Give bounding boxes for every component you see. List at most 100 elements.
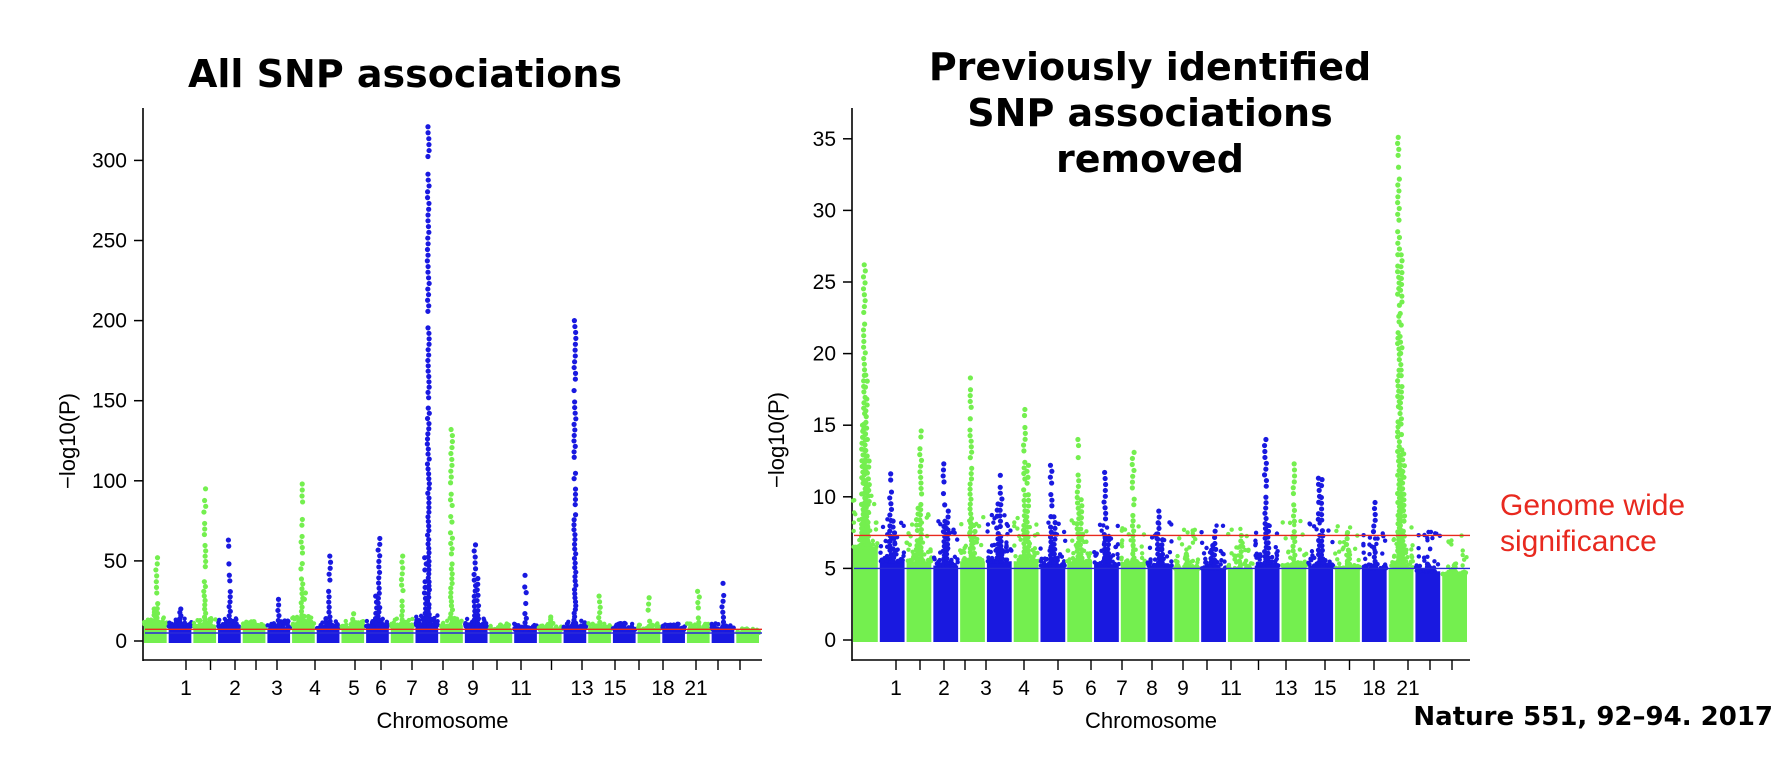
snp-point [985, 529, 990, 534]
snp-peak-point [997, 523, 1003, 530]
snp-peak-point [1051, 514, 1057, 520]
snp-point [1366, 562, 1371, 567]
snp-peak-point [1021, 497, 1027, 504]
snp-peak-point [571, 454, 577, 460]
snp-point [954, 537, 960, 542]
snp-peak-point [861, 333, 867, 339]
snp-point [1311, 524, 1317, 529]
snp-peak-point [154, 555, 161, 561]
snp-peak-point [865, 519, 871, 525]
snp-peak-point [425, 490, 431, 496]
snp-peak-point [1395, 240, 1401, 246]
snp-peak-point [1025, 497, 1032, 503]
snp-peak-point [448, 450, 454, 457]
chromosome-block-18 [1306, 475, 1336, 642]
snp-peak-point [298, 576, 305, 582]
snp-peak-point [1021, 448, 1027, 454]
snp-point [1015, 515, 1020, 521]
snp-peak-point [1105, 541, 1112, 548]
snp-peak-point [475, 612, 481, 618]
snp-point [482, 618, 487, 623]
snp-peak-point [425, 405, 431, 411]
snp-point [1034, 522, 1039, 527]
snp-peak-point [399, 582, 405, 588]
snp-point [294, 614, 300, 620]
snp-peak-point [227, 599, 233, 605]
snp-peak-point [967, 529, 973, 535]
snp-peak-point [888, 506, 895, 513]
snp-peak-point [426, 147, 432, 154]
snp-point [895, 547, 900, 552]
snp-peak-point [299, 522, 305, 528]
snp-peak-point [1237, 562, 1244, 568]
snp-peak-point [1399, 345, 1405, 351]
snp-point [290, 615, 295, 621]
snp-peak-point [425, 223, 432, 230]
snp-peak-point [1074, 548, 1080, 554]
snp-peak-point [425, 212, 431, 218]
snp-peak-point [943, 551, 950, 557]
snp-point [1427, 546, 1433, 551]
snp-point [1283, 563, 1288, 568]
snp-peak-point [645, 601, 652, 607]
snp-peak-point [154, 561, 160, 567]
snp-peak-point [425, 518, 431, 525]
snp-point [1136, 524, 1141, 529]
snp-peak-point [424, 441, 430, 447]
snp-peak-point [864, 425, 870, 431]
snp-peak-point [399, 612, 405, 619]
snp-peak-point [1394, 269, 1401, 275]
snp-point [236, 624, 242, 629]
snp-peak-point [1291, 529, 1297, 535]
snp-peak-point [914, 527, 920, 534]
snp-peak-point [448, 603, 455, 609]
snp-peak-point [572, 491, 579, 497]
snp-peak-point [1291, 473, 1298, 479]
snp-point [1336, 549, 1342, 554]
snp-peak-point [1183, 551, 1189, 557]
snp-peak-point [1021, 465, 1027, 471]
snp-point [1018, 537, 1023, 542]
snp-peak-point [1025, 548, 1031, 554]
snp-peak-point [864, 402, 870, 408]
snp-point [1029, 556, 1035, 562]
snp-point [1270, 563, 1276, 568]
snp-point [182, 616, 187, 621]
snp-peak-point [1398, 389, 1404, 395]
snp-point [664, 623, 670, 628]
snp-peak-point [475, 617, 481, 623]
snp-point [364, 618, 370, 624]
snp-point [1312, 555, 1317, 561]
snp-peak-point [326, 599, 332, 605]
chart-title-left: All SNP associations [187, 52, 623, 96]
chromosome-block-13 [487, 621, 513, 643]
snp-peak-point [696, 619, 702, 626]
snp-point [268, 625, 273, 630]
chromosome-block-12 [1145, 508, 1174, 642]
snp-peak-point [276, 613, 282, 619]
snp-peak-point [426, 504, 432, 511]
snp-point [1220, 523, 1226, 528]
snp-peak-point [426, 341, 432, 347]
snp-peak-point [1344, 530, 1351, 536]
snp-peak-point [1398, 322, 1404, 328]
snp-point [586, 621, 591, 626]
snp-peak-point [863, 408, 869, 414]
snp-point [875, 541, 880, 546]
snp-peak-point [425, 297, 431, 303]
snp-peak-point [1211, 552, 1218, 558]
snp-peak-point [866, 464, 872, 470]
snp-point [185, 624, 190, 629]
snp-peak-point [400, 587, 406, 594]
snp-peak-point [299, 604, 305, 610]
snp-peak-point [448, 590, 454, 596]
snp-peak-point [970, 555, 977, 561]
snp-point [208, 622, 214, 628]
snp-peak-point [376, 609, 382, 615]
snp-peak-point [449, 444, 455, 451]
snp-band [1415, 571, 1441, 642]
snp-point [1189, 559, 1194, 564]
snp-band [1147, 565, 1173, 642]
snp-point [213, 617, 218, 622]
snp-peak-point [1263, 460, 1269, 466]
